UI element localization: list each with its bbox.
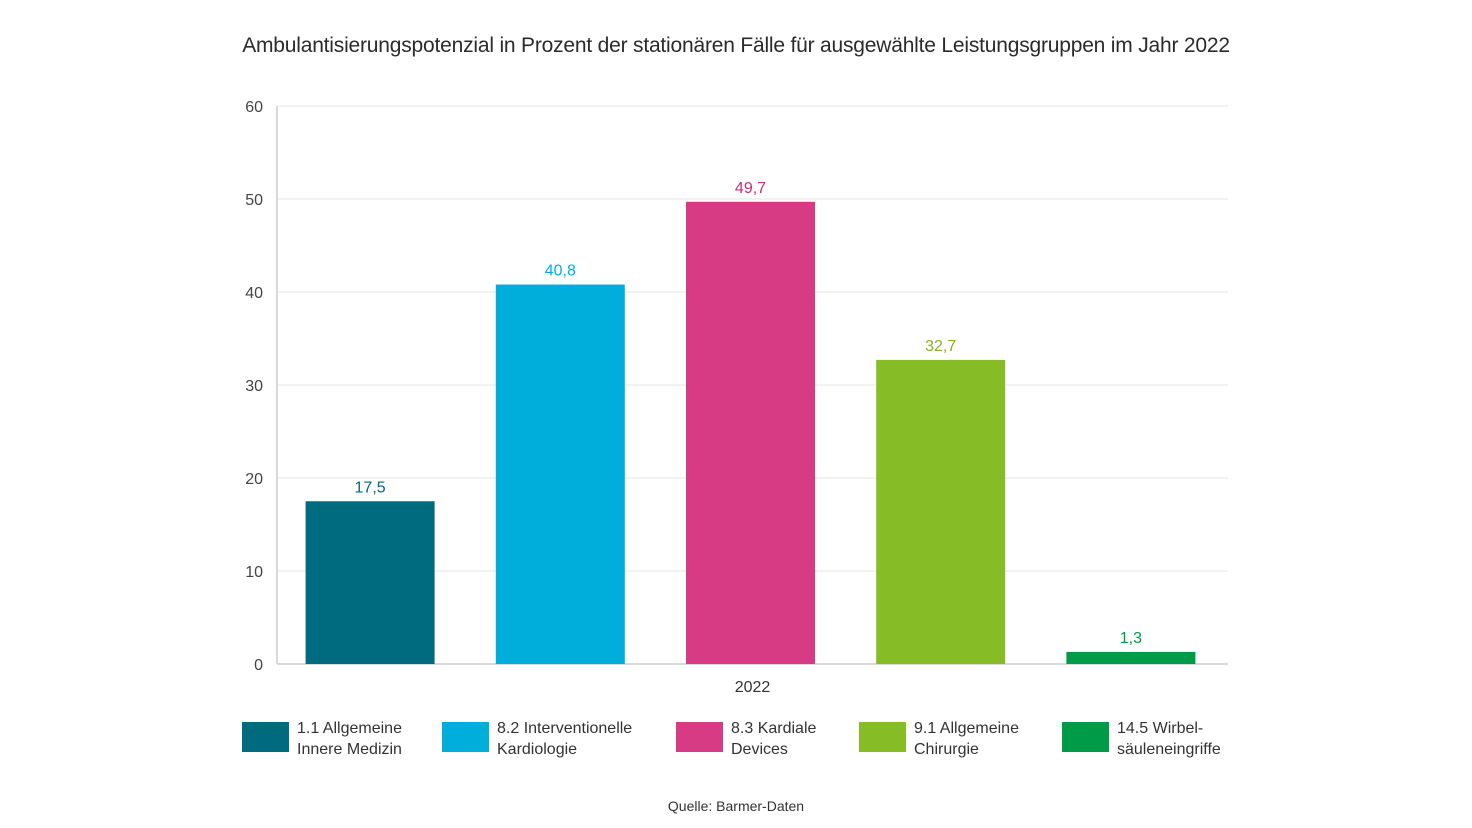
legend-label: 14.5 Wirbel- säuleneingriffe (1117, 720, 1221, 758)
legend-label: 8.3 Kardiale Devices (731, 720, 817, 758)
bar (686, 201, 815, 665)
legend-swatch (1062, 722, 1109, 752)
legend: 1.1 Allgemeine Innere Medizin 8.2 Interv… (242, 718, 1242, 768)
bar-value-label: 1,3 (1120, 630, 1142, 647)
legend-label: 8.2 Interventionelle Kardiologie (497, 720, 633, 758)
value-labels: 17,5 40,8 49,7 32,7 1,3 (355, 180, 1143, 647)
bar-value-label: 40,8 (545, 263, 576, 280)
chart-title: Ambulantisierungspotenzial in Prozent de… (242, 34, 1230, 57)
bar-value-label: 17,5 (355, 479, 386, 496)
legend-swatch (442, 722, 489, 752)
y-tick-label: 20 (245, 471, 263, 488)
legend-item: 9.1 Allgemeine Chirurgie (859, 718, 1019, 760)
y-tick-label: 30 (245, 378, 263, 395)
legend-item: 14.5 Wirbel- säuleneingriffe (1062, 718, 1221, 760)
bar-value-label: 32,7 (925, 338, 956, 355)
legend-item: 8.3 Kardiale Devices (676, 718, 816, 760)
y-tick-label: 50 (245, 192, 263, 209)
legend-label: 9.1 Allgemeine Chirurgie (914, 720, 1019, 758)
legend-label: 1.1 Allgemeine Innere Medizin (297, 720, 402, 758)
bar (1066, 651, 1196, 664)
y-tick-label: 10 (245, 564, 263, 581)
y-tick-label: 60 (245, 99, 263, 116)
y-axis-ticks: 0 10 20 30 40 50 60 (245, 99, 263, 674)
bar-value-label: 49,7 (735, 180, 766, 197)
legend-item: 8.2 Interventionelle Kardiologie (442, 718, 632, 760)
y-tick-label: 40 (245, 285, 263, 302)
bar (495, 284, 625, 664)
x-category-label: 2022 (735, 679, 771, 696)
legend-swatch (859, 722, 906, 752)
bar (876, 359, 1006, 664)
legend-swatch (676, 722, 723, 752)
legend-swatch (242, 722, 289, 752)
bar (305, 501, 435, 664)
bars (305, 201, 1196, 665)
source-note: Quelle: Barmer-Daten (667, 798, 805, 814)
y-tick-label: 0 (254, 657, 263, 674)
legend-item: 1.1 Allgemeine Innere Medizin (242, 718, 402, 760)
